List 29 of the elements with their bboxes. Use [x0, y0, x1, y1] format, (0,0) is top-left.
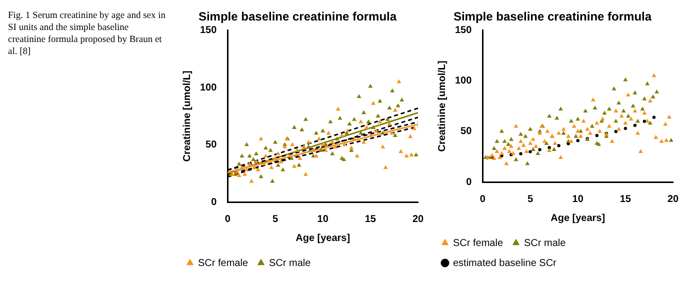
y-tick-label: 50: [460, 126, 472, 138]
y-tick-label: 150: [454, 25, 472, 36]
x-axis-title: Age [years]: [550, 212, 606, 224]
legend-label: estimated baseline SCr: [453, 258, 558, 269]
y-tick-label: 150: [200, 25, 218, 36]
x-tick-label: 20: [667, 194, 679, 205]
caption: Fig. 1 Serum creatinine by age and sex in SI units and the simple baseline creatinine formula proposed by Braun et al. [8]: [8, 10, 167, 58]
legend-label: SCr female: [453, 238, 504, 249]
y-tick-label: 100: [200, 82, 218, 94]
x-tick-label: 0: [224, 214, 231, 225]
x-tick-label: 5: [272, 214, 278, 225]
x-tick-label: 15: [620, 194, 632, 205]
y-tick-label: 0: [466, 176, 472, 188]
y-axis-title: Creatinine [umol/L]: [182, 70, 193, 162]
x-tick-label: 15: [364, 214, 376, 225]
chart-title: Simple baseline creatinine formula: [453, 10, 652, 24]
y-axis-title: Creatinine [umol/L]: [436, 60, 448, 152]
y-tick-label: 50: [206, 140, 218, 151]
x-tick-label: 20: [412, 214, 424, 225]
y-tick-label: 100: [454, 76, 472, 87]
x-tick-label: 10: [572, 194, 584, 205]
legend-label: SCr male: [269, 258, 312, 269]
x-tick-label: 5: [527, 194, 534, 205]
legend-label: SCr male: [524, 238, 566, 249]
legend-label: SCr female: [198, 258, 248, 269]
x-tick-label: 0: [480, 194, 486, 205]
x-tick-label: 10: [317, 214, 329, 225]
x-axis-title: Age [years]: [296, 232, 350, 244]
chart-title: Simple baseline creatinine formula: [198, 10, 397, 24]
